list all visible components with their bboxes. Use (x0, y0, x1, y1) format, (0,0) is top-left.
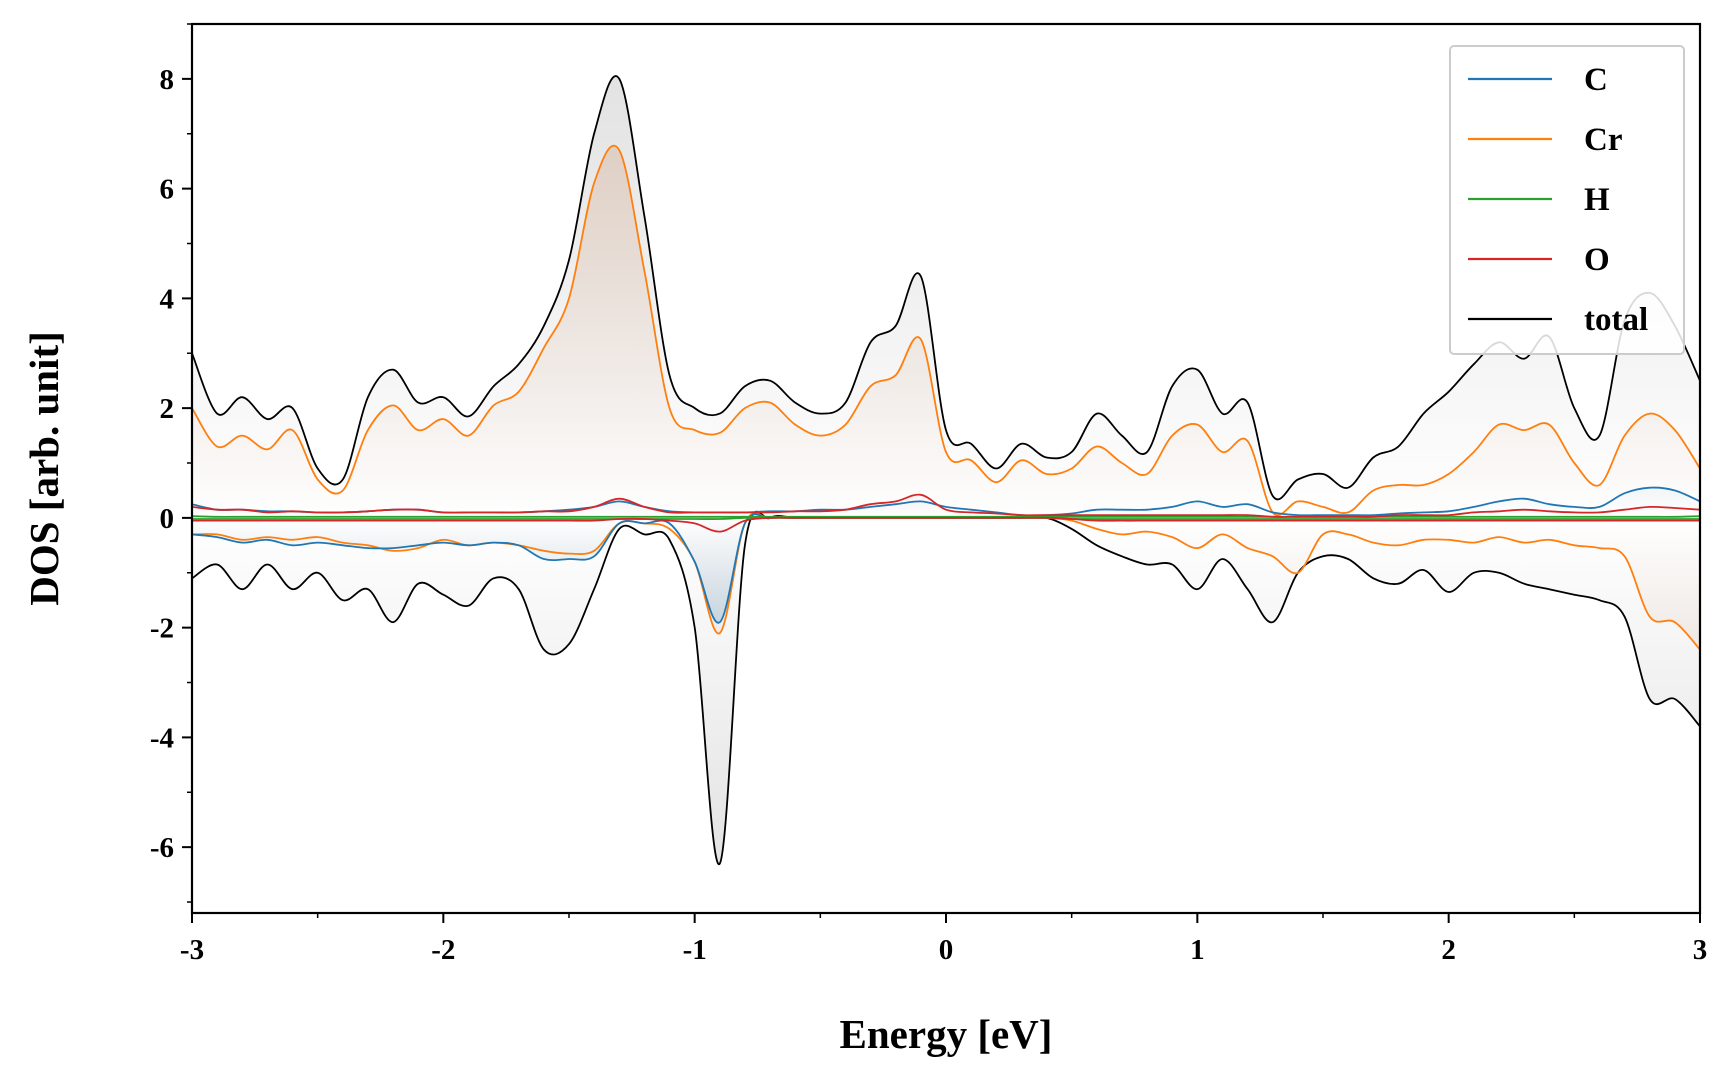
line-total-up (192, 75, 1700, 501)
x-tick-label: 1 (1190, 934, 1205, 966)
legend-label-o: O (1584, 242, 1610, 278)
x-tick-label: 3 (1693, 934, 1708, 966)
legend-label-h: H (1584, 182, 1610, 218)
y-axis-title: DOS [arb. unit] (21, 331, 67, 606)
y-tick-label: -4 (150, 722, 174, 754)
y-axis: -6 -4 -2 0 2 4 6 8 (150, 23, 192, 903)
x-axis: -3 -2 -1 0 1 2 3 (180, 913, 1707, 966)
y-tick-label: 0 (160, 503, 175, 535)
legend-label-cr: Cr (1584, 122, 1622, 158)
legend-label-c: C (1584, 62, 1608, 98)
y-tick-label: -6 (150, 832, 174, 864)
legend-label-total: total (1584, 302, 1648, 338)
x-tick-label: 2 (1441, 934, 1456, 966)
y-tick-label: 6 (160, 174, 175, 206)
y-tick-label: 2 (160, 393, 175, 425)
x-tick-label: 0 (939, 934, 954, 966)
line-o-down (192, 516, 1700, 533)
x-axis-title: Energy [eV] (840, 1011, 1053, 1057)
line-cr-up (192, 144, 1700, 516)
fill-cr-up (192, 145, 1700, 518)
line-o-up (192, 493, 1700, 518)
legend-box (1449, 45, 1685, 355)
fill-c-down (192, 514, 1700, 623)
y-tick-label: 4 (160, 283, 175, 315)
line-h-up (192, 515, 1700, 518)
plot-lines (192, 75, 1700, 865)
fill-total-down (192, 511, 1700, 865)
x-tick-label: -2 (431, 934, 455, 966)
x-tick-label: -1 (683, 934, 707, 966)
y-tick-label: 8 (160, 64, 175, 96)
x-tick-label: -3 (180, 934, 204, 966)
y-tick-label: -2 (150, 613, 174, 645)
